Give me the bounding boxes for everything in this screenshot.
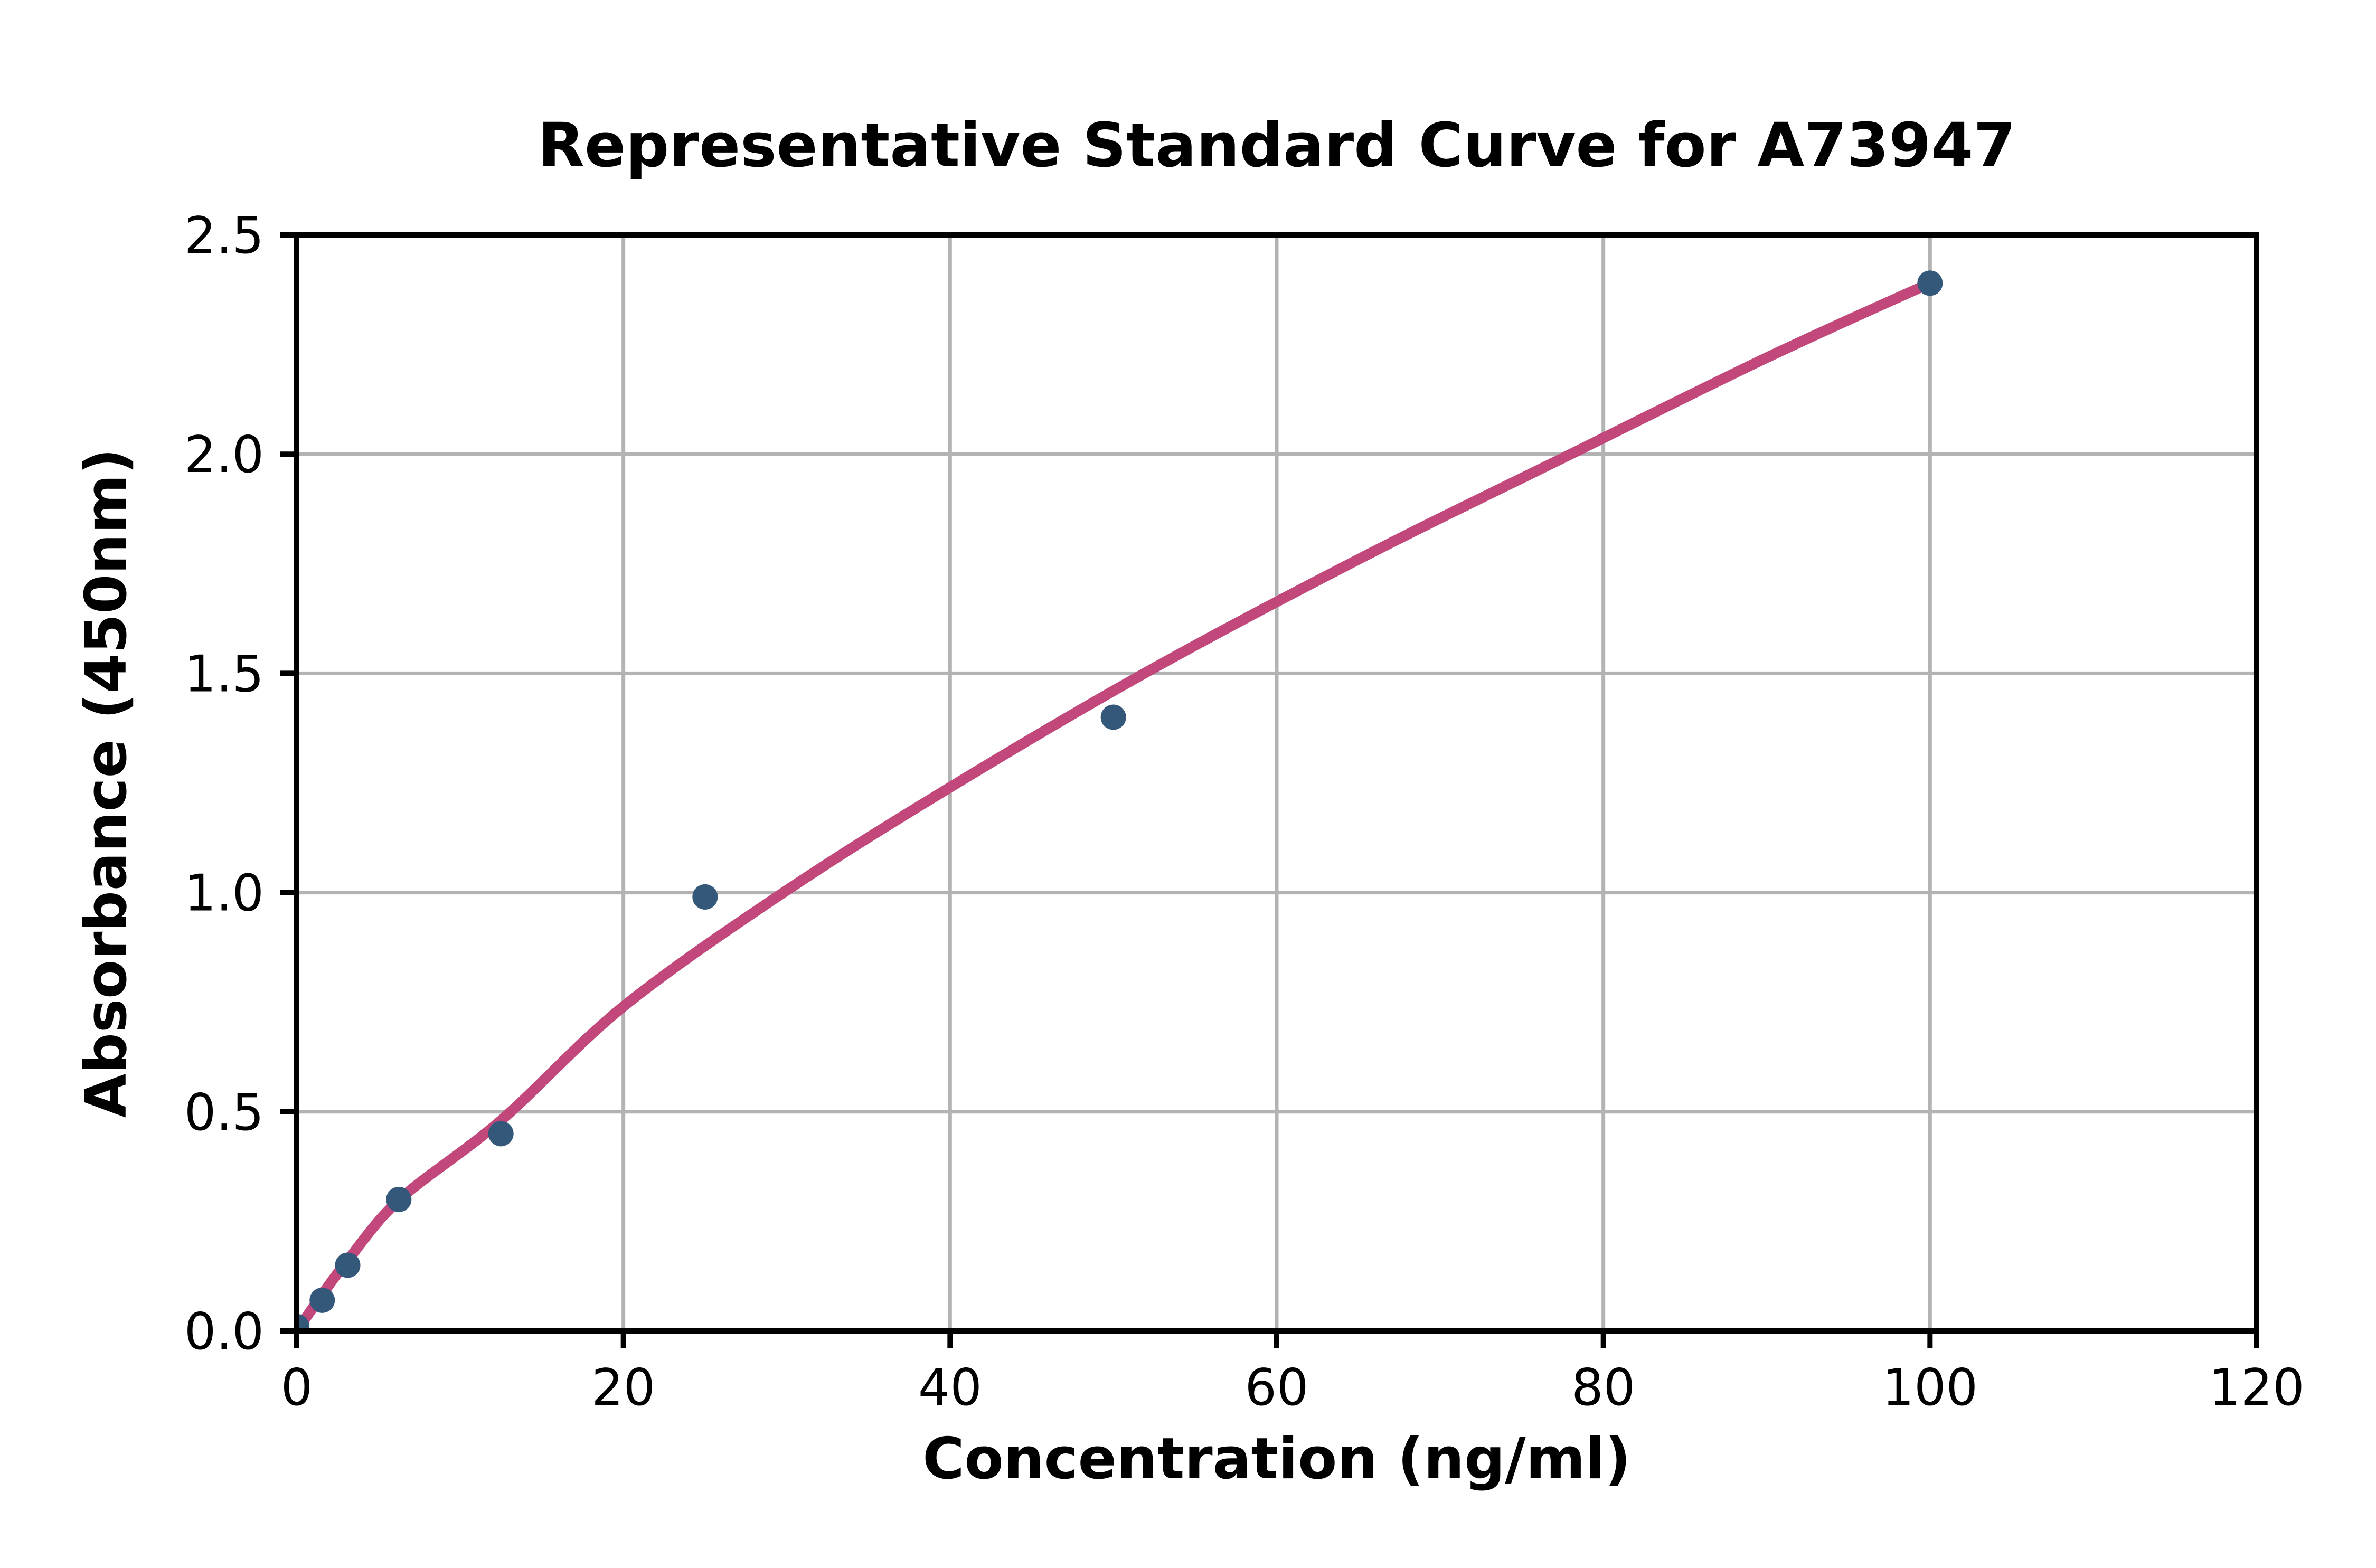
data-point	[386, 1186, 412, 1212]
y-tick-label: 1.0	[184, 865, 264, 923]
axis-ticks: 0 20 40 60 80 100 120 0.0 0.5 1.0 1.5 2.0 2.5	[184, 207, 2305, 1417]
data-point	[335, 1252, 361, 1278]
chart-title: Representative Standard Curve for A73947	[538, 110, 2016, 181]
data-point	[309, 1287, 335, 1313]
data-point	[297, 1314, 309, 1331]
data-point	[488, 1121, 514, 1147]
x-tick-label: 0	[281, 1359, 313, 1417]
y-tick-label: 0.5	[184, 1084, 264, 1142]
y-tick-label: 2.5	[184, 207, 264, 265]
x-axis-label: Concentration (ng/ml)	[922, 1426, 1631, 1492]
x-tick-label: 80	[1571, 1359, 1635, 1417]
data-point	[1917, 270, 1943, 296]
data-point	[692, 884, 718, 910]
x-tick-label: 120	[2209, 1359, 2304, 1417]
x-tick-label: 20	[591, 1359, 655, 1417]
y-axis-label: Absorbance (450nm)	[73, 448, 139, 1118]
data-point	[1100, 704, 1126, 730]
x-tick-label: 40	[918, 1359, 982, 1417]
x-tick-label: 100	[1882, 1359, 1978, 1417]
y-tick-label: 2.0	[184, 426, 264, 484]
y-tick-label: 0.0	[184, 1303, 264, 1361]
data-points	[297, 270, 1943, 1331]
x-tick-label: 60	[1245, 1359, 1309, 1417]
y-tick-label: 1.5	[184, 645, 264, 703]
